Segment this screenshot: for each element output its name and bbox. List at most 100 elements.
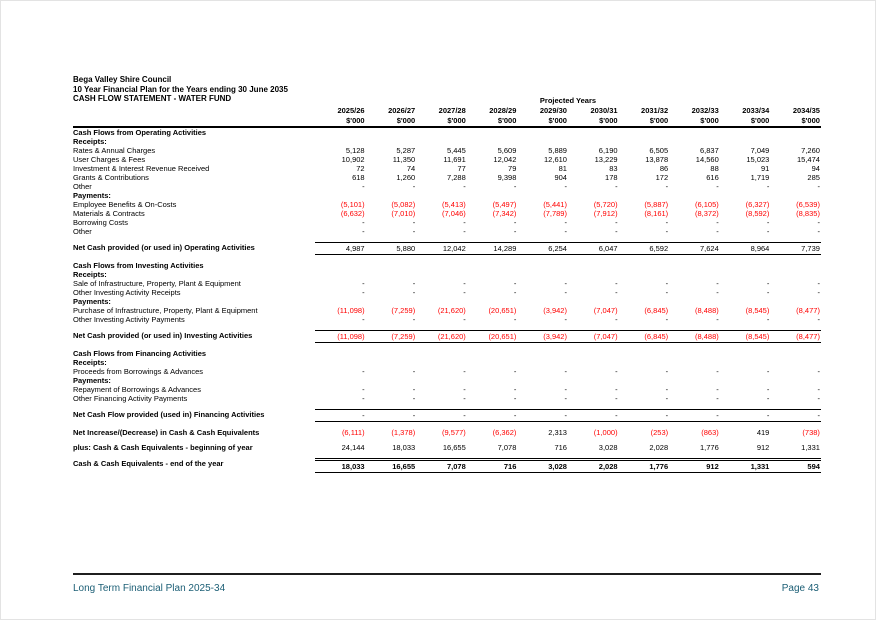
- value-cell: 2,313: [548, 428, 567, 437]
- value-cell: -: [817, 394, 820, 403]
- value-cell: 912: [706, 462, 719, 471]
- table-row: Other Investing Activity Receipts - - - - - - -…: [73, 288, 821, 297]
- column-year-header: 2028/29: [489, 106, 517, 115]
- value-cell: -: [564, 182, 567, 191]
- statement-title: CASH FLOW STATEMENT - WATER FUND: [73, 94, 232, 103]
- value-cell: (8,488): [694, 306, 719, 315]
- value-cell: -: [513, 227, 517, 236]
- value-cell: -: [412, 279, 416, 288]
- value-cell: (6,105): [694, 200, 719, 209]
- value-cell: (3,942): [543, 332, 567, 341]
- table-row: Net Increase/(Decrease) in Cash & Cash E…: [73, 428, 821, 437]
- row-label: Net Cash Flow provided (used in) Financi…: [73, 410, 265, 419]
- row-label: Other Investing Activity Payments: [73, 315, 185, 324]
- row-values: ----------: [315, 288, 821, 297]
- row-label: Other: [73, 227, 92, 236]
- value-cell: 9,398: [497, 173, 517, 182]
- column-unit-header: $'000: [599, 116, 618, 125]
- table-row: Net Cash provided (or used in) Operating…: [73, 242, 821, 255]
- value-cell: (6,362): [492, 428, 517, 437]
- column-spacer: [73, 106, 315, 116]
- value-cell: 91: [761, 164, 770, 173]
- row-label: Proceeds from Borrowings & Advances: [73, 367, 204, 376]
- value-cell: 18,033: [341, 462, 365, 471]
- row-values: ----------: [315, 315, 821, 324]
- value-cell: -: [463, 218, 466, 227]
- value-cell: -: [362, 288, 365, 297]
- value-cell: (7,010): [391, 209, 416, 218]
- row-values: 72 74 77 79 81 83 86 88 91 94: [315, 164, 821, 173]
- row-values: 618 1,260 7,288 9,398 904 178 172 616 1,719 285: [315, 173, 821, 182]
- table-body: Cash Flows from Operating Activities Rece…: [73, 128, 821, 473]
- value-cell: -: [412, 227, 416, 236]
- value-cell: -: [564, 227, 567, 236]
- value-cell: 419: [756, 428, 770, 437]
- footer-page-number: Page 43: [781, 583, 819, 594]
- column-unit-header: $'000: [396, 116, 416, 125]
- table-row: Borrowing Costs - - - - - - - - - -: [73, 218, 821, 227]
- value-cell: 5,880: [396, 244, 416, 253]
- value-cell: 11,691: [443, 155, 466, 164]
- row-label: Cash & Cash Equivalents - end of the yea…: [73, 459, 224, 468]
- row-label: User Charges & Fees: [73, 155, 146, 164]
- value-cell: -: [564, 385, 567, 394]
- value-cell: (7,259): [391, 306, 416, 315]
- value-cell: -: [564, 411, 567, 420]
- value-cell: -: [817, 385, 820, 394]
- value-cell: -: [766, 367, 770, 376]
- table-row: Grants & Contributions 618 1,260 7,288 9,398…: [73, 173, 821, 182]
- column-unit-header: $'000: [649, 116, 669, 125]
- value-cell: -: [716, 411, 719, 420]
- row-label: Rates & Annual Charges: [73, 146, 156, 155]
- value-cell: -: [412, 218, 416, 227]
- table-row: Rates & Annual Charges 5,128 5,287 5,445 5,6…: [73, 146, 821, 155]
- value-cell: -: [615, 367, 618, 376]
- value-cell: 12,610: [544, 155, 567, 164]
- column-year-header: 2026/27: [388, 106, 416, 115]
- value-cell: (7,342): [492, 209, 517, 218]
- value-cell: 5,445: [447, 146, 466, 155]
- column-unit-header: $'000: [700, 116, 719, 125]
- value-cell: -: [412, 367, 416, 376]
- value-cell: 178: [605, 173, 618, 182]
- value-cell: -: [463, 411, 466, 420]
- column-year-header: 2030/31: [590, 106, 618, 115]
- value-cell: -: [665, 288, 669, 297]
- value-cell: -: [615, 288, 618, 297]
- table-row: User Charges & Fees 10,902 11,350 11,691 12,…: [73, 155, 821, 164]
- column-year-header: 2025/26: [337, 106, 365, 115]
- value-cell: -: [513, 394, 517, 403]
- value-cell: -: [716, 227, 719, 236]
- value-cell: -: [716, 279, 719, 288]
- value-cell: (11,098): [337, 306, 365, 315]
- value-cell: -: [362, 227, 365, 236]
- value-cell: -: [766, 411, 770, 420]
- unit-header-cells: $'000 $'000 $'000 $'000 $'000 $'000 $'000 $'000…: [315, 116, 821, 126]
- value-cell: -: [412, 394, 416, 403]
- value-cell: 7,739: [801, 244, 820, 253]
- value-cell: 7,049: [750, 146, 770, 155]
- value-cell: (20,651): [488, 306, 517, 315]
- value-cell: 86: [659, 164, 669, 173]
- value-cell: -: [716, 315, 719, 324]
- value-cell: 618: [352, 173, 365, 182]
- value-cell: -: [362, 182, 365, 191]
- value-cell: 24,144: [341, 443, 365, 452]
- value-cell: 5,609: [497, 146, 517, 155]
- table-row: Receipts:: [73, 137, 821, 146]
- value-cell: -: [615, 182, 618, 191]
- value-cell: 1,260: [396, 173, 416, 182]
- value-cell: (863): [701, 428, 719, 437]
- value-cell: (8,488): [694, 332, 719, 341]
- footer-divider: [73, 573, 821, 575]
- value-cell: -: [766, 288, 770, 297]
- value-cell: -: [513, 367, 517, 376]
- value-cell: (6,539): [796, 200, 820, 209]
- column-unit-header: $'000: [750, 116, 770, 125]
- value-cell: -: [615, 411, 618, 420]
- value-cell: -: [463, 279, 466, 288]
- row-label: Materials & Contracts: [73, 209, 145, 218]
- value-cell: (5,720): [593, 200, 618, 209]
- value-cell: (20,651): [488, 332, 517, 341]
